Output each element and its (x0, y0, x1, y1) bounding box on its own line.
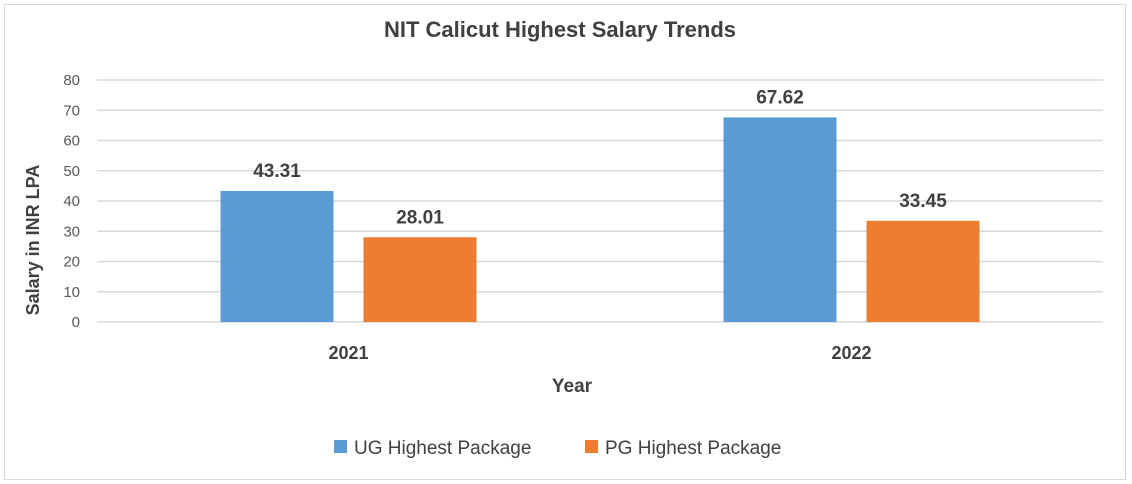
bar-ug-highest-package-2022 (723, 117, 837, 323)
y-tick-label: 40 (63, 193, 80, 210)
bar-pg-highest-package-2021 (363, 237, 477, 322)
data-label: 28.01 (396, 207, 444, 228)
x-axis-label: Year (552, 376, 593, 397)
data-label: 33.45 (899, 191, 947, 212)
y-tick-label: 70 (63, 102, 80, 119)
legend-swatch (585, 440, 598, 453)
y-tick-label: 10 (63, 284, 80, 301)
data-label: 43.31 (253, 161, 301, 182)
bar-ug-highest-package-2021 (220, 190, 334, 322)
legend-swatch (334, 440, 347, 453)
y-tick-label: 80 (63, 72, 80, 89)
x-tick-label: 2022 (831, 343, 871, 363)
y-tick-label: 50 (63, 163, 80, 180)
legend-label: PG Highest Package (605, 438, 781, 459)
chart-frame (4, 4, 1126, 480)
y-tick-label: 20 (63, 254, 80, 271)
legend-label: UG Highest Package (354, 438, 531, 459)
x-tick-label: 2021 (328, 343, 368, 363)
y-axis-label: Salary in INR LPA (23, 165, 43, 316)
chart-title: NIT Calicut Highest Salary Trends (384, 17, 736, 42)
y-tick-label: 0 (72, 314, 80, 331)
bar-pg-highest-package-2022 (866, 220, 980, 322)
data-label: 67.62 (756, 87, 804, 108)
y-tick-label: 30 (63, 223, 80, 240)
y-tick-label: 60 (63, 133, 80, 150)
